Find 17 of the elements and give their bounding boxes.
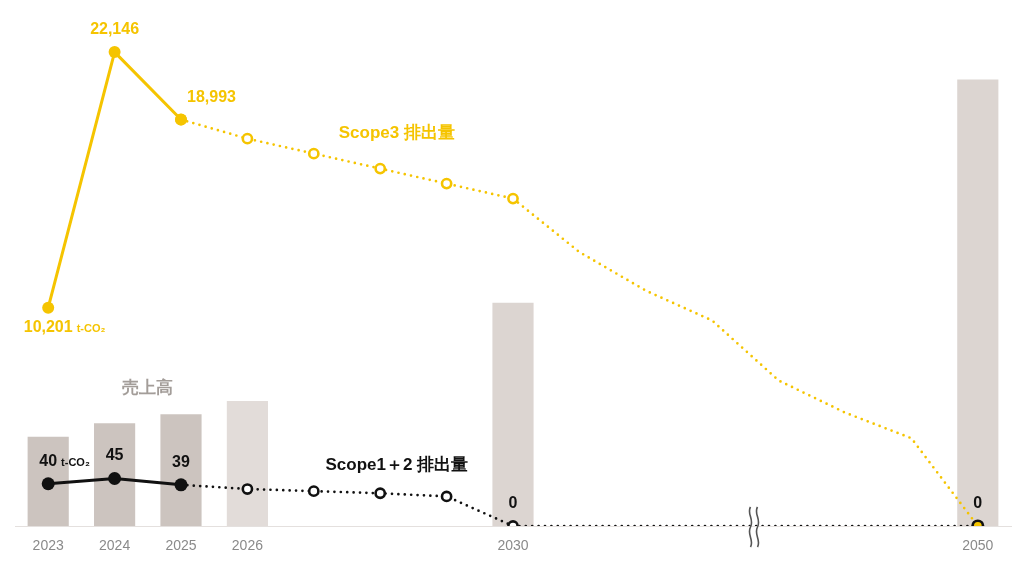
x-tick-label: 2024: [99, 537, 131, 554]
x-tick-label: 2025: [165, 537, 197, 554]
data-label: 0: [973, 494, 983, 511]
x-tick-label: 2023: [32, 537, 64, 554]
series-label: Scope1＋2 排出量: [325, 454, 469, 474]
data-label: 0: [508, 494, 518, 511]
data-label: 39: [172, 452, 190, 470]
x-tick-label: 2050: [962, 537, 994, 554]
x-tick-label: 2030: [497, 537, 529, 554]
data-label: 45: [105, 446, 124, 464]
data-label: 40 t-CO₂: [39, 451, 90, 469]
data-label: 18,993: [187, 87, 237, 105]
series-label: Scope3 排出量: [338, 122, 455, 142]
x-tick-label: 2026: [231, 537, 264, 554]
series-label: 売上高: [122, 377, 174, 397]
data-label: 22,146: [90, 20, 140, 38]
data-label: 10,201 t-CO₂: [23, 317, 106, 335]
